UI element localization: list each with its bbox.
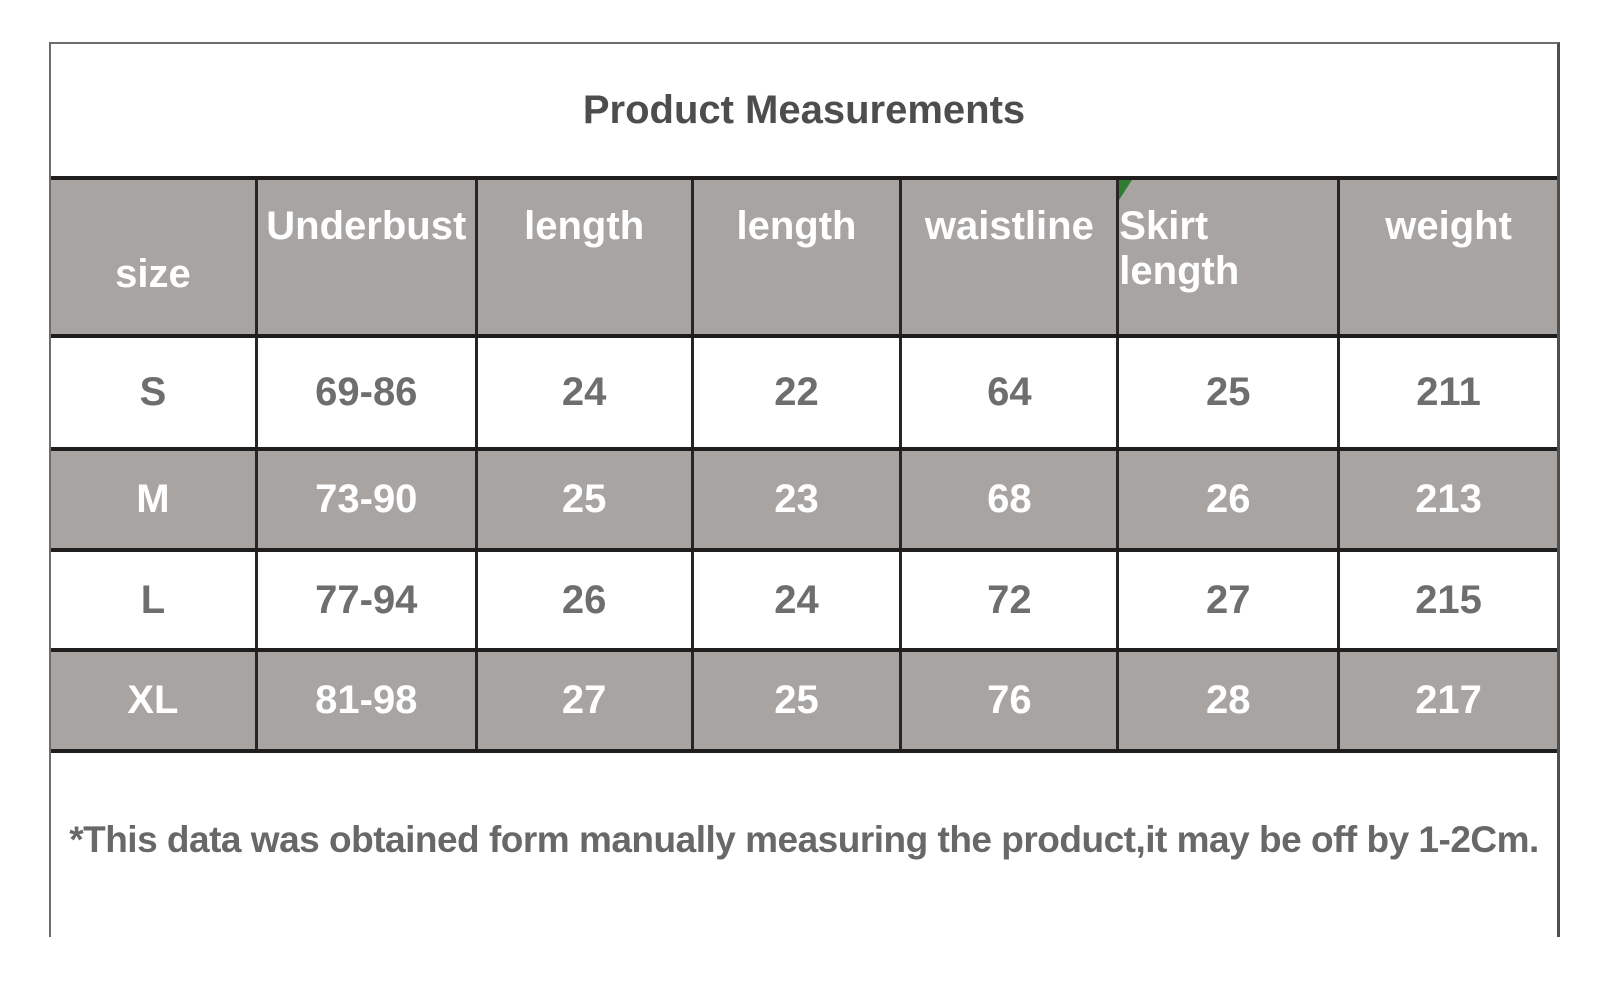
cell-size: L bbox=[51, 552, 258, 648]
column-header-skirt-length-label: Skirt length bbox=[1119, 204, 1240, 293]
cell-waistline: 72 bbox=[902, 552, 1120, 648]
cell-underbust: 69-86 bbox=[257, 338, 478, 447]
cell-waistline: 64 bbox=[902, 338, 1120, 447]
cell-underbust: 77-94 bbox=[257, 552, 478, 648]
table-title: Product Measurements bbox=[582, 87, 1026, 132]
cell-weight: 211 bbox=[1340, 338, 1557, 447]
cell-weight: 217 bbox=[1340, 652, 1557, 749]
cell-size: XL bbox=[51, 652, 258, 749]
column-header-skirt-length: Skirt length bbox=[1119, 180, 1341, 334]
table-row-s: S 69-86 24 22 64 25 211 bbox=[51, 338, 1557, 451]
cell-waistline: 68 bbox=[902, 451, 1120, 548]
table-row-l: L 77-94 26 24 72 27 215 bbox=[51, 552, 1557, 652]
table-footnote-row: *This data was obtained form manually me… bbox=[51, 753, 1557, 937]
cell-waistline: 76 bbox=[902, 652, 1120, 749]
cell-underbust: 81-98 bbox=[257, 652, 478, 749]
cell-length-2: 23 bbox=[693, 451, 903, 548]
column-header-waistline: waistline bbox=[902, 180, 1120, 334]
cell-length-1: 24 bbox=[477, 338, 694, 447]
cell-size: S bbox=[51, 338, 258, 447]
cell-skirt-length: 25 bbox=[1119, 338, 1341, 447]
column-header-length-2: length bbox=[693, 180, 903, 334]
column-header-size: size bbox=[51, 180, 258, 334]
cell-skirt-length: 27 bbox=[1119, 552, 1341, 648]
table-title-row: Product Measurements bbox=[51, 44, 1557, 180]
cell-weight: 213 bbox=[1340, 451, 1557, 548]
column-header-underbust: Underbust bbox=[257, 180, 478, 334]
table-row-m: M 73-90 25 23 68 26 213 bbox=[51, 451, 1557, 552]
cell-underbust: 73-90 bbox=[257, 451, 478, 548]
table-footnote: *This data was obtained form manually me… bbox=[69, 819, 1539, 860]
cell-skirt-length: 26 bbox=[1119, 451, 1341, 548]
cell-length-1: 27 bbox=[477, 652, 694, 749]
column-header-length-1: length bbox=[477, 180, 694, 334]
cell-size: M bbox=[51, 451, 258, 548]
column-header-weight: weight bbox=[1340, 180, 1557, 334]
cell-corner-flag-icon bbox=[1119, 180, 1133, 200]
table-row-xl: XL 81-98 27 25 76 28 217 bbox=[51, 652, 1557, 753]
cell-length-2: 22 bbox=[693, 338, 903, 447]
cell-length-2: 25 bbox=[693, 652, 903, 749]
cell-skirt-length: 28 bbox=[1119, 652, 1341, 749]
cell-weight: 215 bbox=[1340, 552, 1557, 648]
cell-length-1: 25 bbox=[477, 451, 694, 548]
table-header-row: size Underbust length length waistline S… bbox=[51, 180, 1557, 338]
cell-length-2: 24 bbox=[693, 552, 903, 648]
cell-length-1: 26 bbox=[477, 552, 694, 648]
measurement-table: Product Measurements size Underbust leng… bbox=[49, 42, 1560, 937]
